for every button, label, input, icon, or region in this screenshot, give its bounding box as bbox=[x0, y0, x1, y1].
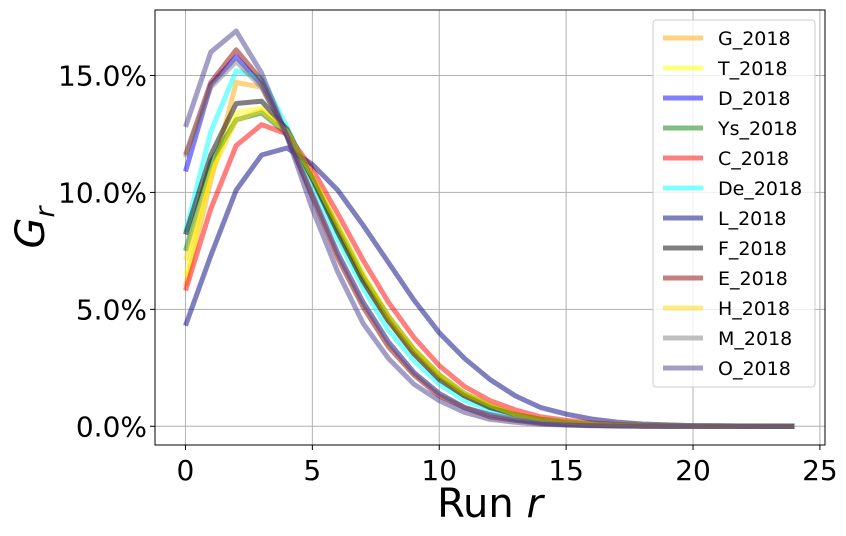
y-axis-label-main: G bbox=[8, 218, 54, 249]
y-axis-label: Gr bbox=[8, 205, 61, 249]
y-tick-label: 5.0% bbox=[76, 293, 147, 326]
legend-label: G_2018 bbox=[718, 28, 791, 50]
legend-item: Ys_2018 bbox=[663, 118, 797, 140]
legend-label: L_2018 bbox=[718, 208, 786, 230]
legend-item: F_2018 bbox=[663, 238, 787, 260]
series-layer bbox=[183, 28, 795, 429]
x-axis-label: Run r bbox=[437, 481, 545, 527]
legend-items: G_2018 T_2018 D_2018 Ys_2018 C_2018 De_2018 L_… bbox=[663, 28, 802, 380]
y-tick-label: 15.0% bbox=[58, 59, 147, 92]
legend-label: Ys_2018 bbox=[717, 118, 797, 140]
y-tick-label: 10.0% bbox=[58, 176, 147, 209]
legend-item: M_2018 bbox=[663, 328, 792, 350]
legend-item: De_2018 bbox=[663, 178, 802, 200]
legend-label: De_2018 bbox=[718, 178, 802, 200]
x-axis-label-main: Run bbox=[437, 481, 526, 527]
x-tick-label: 15 bbox=[548, 454, 584, 487]
y-axis-label-sub: r bbox=[30, 205, 61, 218]
legend-item: E_2018 bbox=[663, 268, 788, 290]
legend-item: D_2018 bbox=[663, 88, 790, 110]
legend-label: T_2018 bbox=[717, 58, 787, 80]
legend-item: G_2018 bbox=[663, 28, 791, 50]
x-axis-label-var: r bbox=[526, 481, 545, 527]
legend-label: E_2018 bbox=[718, 268, 788, 290]
legend-label: D_2018 bbox=[718, 88, 790, 110]
legend-label: M_2018 bbox=[718, 328, 792, 350]
plot-frame bbox=[154, 9, 826, 446]
x-tick-label: 20 bbox=[675, 454, 711, 487]
series-line-o-2018 bbox=[183, 28, 795, 429]
x-tick-label: 5 bbox=[303, 454, 321, 487]
legend-item: L_2018 bbox=[663, 208, 786, 230]
legend-label: H_2018 bbox=[718, 298, 790, 320]
y-tick-label: 0.0% bbox=[76, 410, 147, 443]
legend-box bbox=[652, 19, 816, 388]
legend-label: F_2018 bbox=[718, 238, 787, 260]
x-tick-label: 10 bbox=[421, 454, 457, 487]
legend-label: C_2018 bbox=[718, 148, 789, 170]
legend-item: T_2018 bbox=[663, 58, 787, 80]
x-tick-label: 25 bbox=[802, 454, 838, 487]
legend: G_2018 T_2018 D_2018 Ys_2018 C_2018 De_2018 L_… bbox=[652, 19, 816, 388]
legend-label: O_2018 bbox=[718, 358, 791, 380]
legend-item: H_2018 bbox=[663, 298, 790, 320]
legend-item: O_2018 bbox=[663, 358, 791, 380]
tick-layer: 0 5 10 15 20 25 0.0% 5.0% 10.0% 15.0% bbox=[58, 59, 838, 487]
legend-item: C_2018 bbox=[663, 148, 789, 170]
x-tick-label: 0 bbox=[177, 454, 195, 487]
